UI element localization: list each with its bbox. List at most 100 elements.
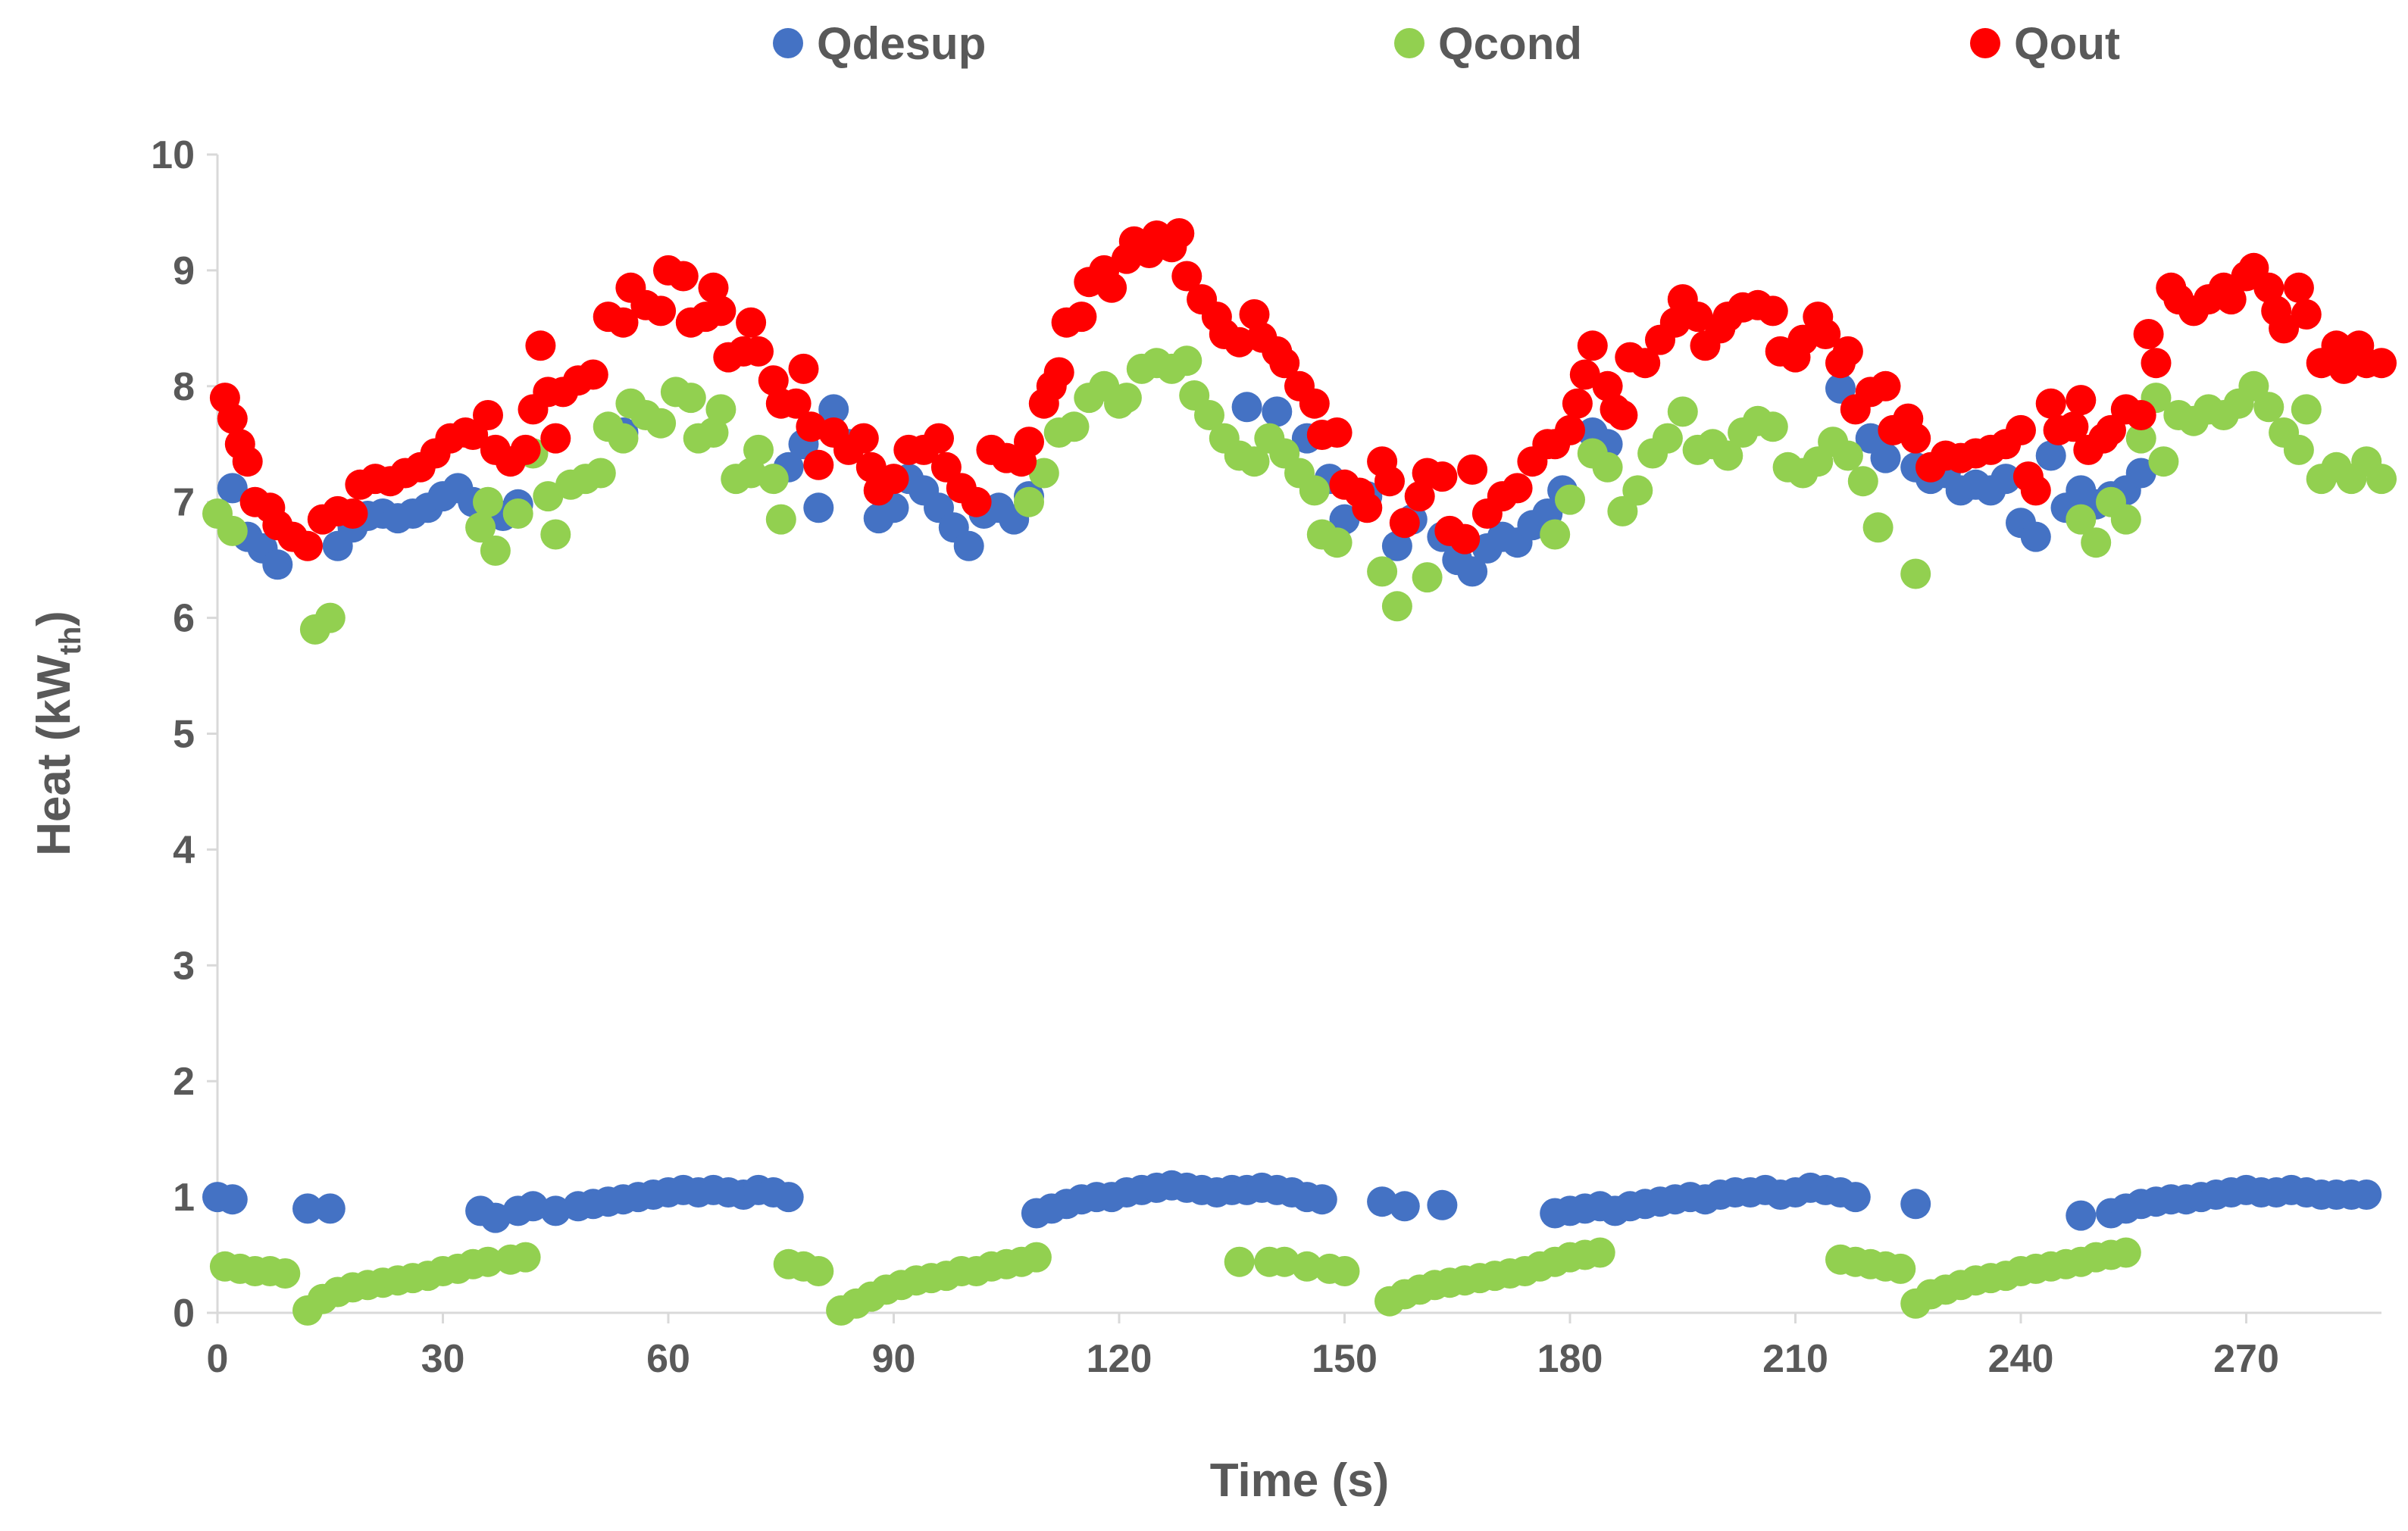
point-qout — [2058, 411, 2089, 442]
point-qout — [1269, 348, 1300, 379]
point-qout — [803, 449, 834, 480]
point-qout — [1352, 492, 1383, 523]
point-qcond — [533, 481, 564, 512]
point-qout — [2253, 272, 2284, 303]
point-qout — [1682, 302, 1713, 333]
point-qcond — [758, 464, 789, 495]
point-qout — [2321, 330, 2352, 361]
x-tick-label: 90 — [872, 1337, 916, 1381]
point-qcond — [314, 602, 346, 633]
point-qdesup — [2125, 458, 2156, 489]
y-tick-label: 7 — [173, 481, 195, 525]
point-qout — [855, 451, 887, 483]
point-qdesup — [1367, 1186, 1398, 1217]
x-tick-label: 210 — [1762, 1337, 1828, 1381]
point-qout — [2216, 284, 2247, 315]
point-qout — [2141, 348, 2172, 379]
legend-marker-qdesup — [773, 28, 803, 58]
point-qout — [1321, 417, 1353, 448]
legend-label-qcond: Qcond — [1438, 18, 1582, 69]
point-qout — [2133, 319, 2164, 349]
point-qout — [743, 336, 774, 367]
y-tick-label: 5 — [173, 713, 195, 757]
series-qdesup — [202, 373, 2382, 1233]
point-qdesup — [1457, 556, 1488, 587]
point-qout — [1630, 348, 1661, 379]
point-qout — [2035, 388, 2066, 419]
point-qout — [1832, 336, 1863, 367]
point-qcond — [1667, 396, 1698, 427]
point-qout — [788, 353, 819, 384]
point-qout — [2125, 400, 2156, 430]
point-qout — [1389, 508, 1420, 539]
point-qout — [1043, 357, 1074, 388]
point-qcond — [2110, 1237, 2141, 1268]
point-qdesup — [292, 1193, 323, 1224]
point-qcond — [1239, 446, 1270, 477]
point-qout — [1299, 388, 1330, 419]
point-qout — [2291, 299, 2322, 330]
point-qcond — [2283, 434, 2314, 465]
point-qout — [1900, 423, 1931, 454]
point-qcond — [1757, 411, 1788, 442]
point-qcond — [1652, 423, 1683, 454]
data-points — [202, 218, 2397, 1326]
point-qcond — [502, 498, 533, 529]
point-qdesup — [1329, 504, 1360, 535]
point-qout — [292, 530, 323, 561]
point-qout — [961, 486, 992, 517]
point-qout — [1592, 370, 1623, 401]
point-qcond — [1224, 1246, 1255, 1277]
y-axis-title: Heat (kWth) — [28, 611, 87, 856]
point-qdesup — [540, 1195, 571, 1226]
point-qcond — [675, 383, 706, 414]
point-qcond — [540, 519, 571, 550]
point-qcond — [1014, 486, 1044, 517]
point-qcond — [1059, 411, 1090, 442]
point-qdesup — [2035, 440, 2066, 471]
point-qdesup — [217, 1184, 248, 1215]
point-qcond — [473, 486, 503, 517]
y-tick-label: 2 — [173, 1060, 195, 1104]
y-tick-label: 6 — [173, 597, 195, 641]
point-qcond — [480, 535, 511, 566]
y-tick-label: 1 — [173, 1176, 195, 1220]
point-qcond — [1862, 512, 1894, 543]
legend-marker-qcond — [1394, 28, 1424, 58]
point-qcond — [1584, 1237, 1615, 1268]
x-tick-label: 0 — [207, 1337, 229, 1381]
point-qout — [930, 451, 962, 483]
point-qdesup — [2020, 521, 2051, 552]
point-qout — [1502, 473, 1533, 504]
x-tick-label: 60 — [646, 1337, 690, 1381]
point-qout — [646, 295, 677, 327]
y-tick-label: 10 — [151, 133, 195, 177]
point-qout — [1239, 299, 1270, 330]
point-qdesup — [1231, 392, 1262, 423]
point-qout — [1449, 523, 1481, 555]
y-tick-label: 3 — [173, 944, 195, 988]
point-qcond — [1847, 466, 1878, 497]
point-qdesup — [1262, 396, 1293, 427]
point-qout — [698, 272, 729, 303]
point-qout — [1096, 272, 1127, 303]
point-qdesup — [1991, 464, 2022, 495]
point-qcond — [1712, 440, 1743, 471]
point-qcond — [1329, 1256, 1360, 1286]
point-qdesup — [1825, 373, 1856, 404]
point-qdesup — [818, 394, 849, 425]
point-qout — [337, 498, 368, 529]
point-qout — [2283, 272, 2314, 303]
point-qcond — [1028, 458, 1059, 489]
point-qcond — [1194, 400, 1224, 430]
point-qout — [2096, 414, 2126, 445]
point-qout — [705, 295, 736, 327]
point-qdesup — [1306, 1184, 1337, 1215]
point-qout — [473, 400, 503, 430]
point-qout — [577, 359, 608, 390]
y-axis-title-main: Heat (kW — [28, 655, 80, 856]
point-qout — [1555, 414, 1585, 445]
point-qcond — [2110, 504, 2141, 535]
point-qout — [780, 388, 812, 419]
y-tick-label: 8 — [173, 365, 195, 409]
